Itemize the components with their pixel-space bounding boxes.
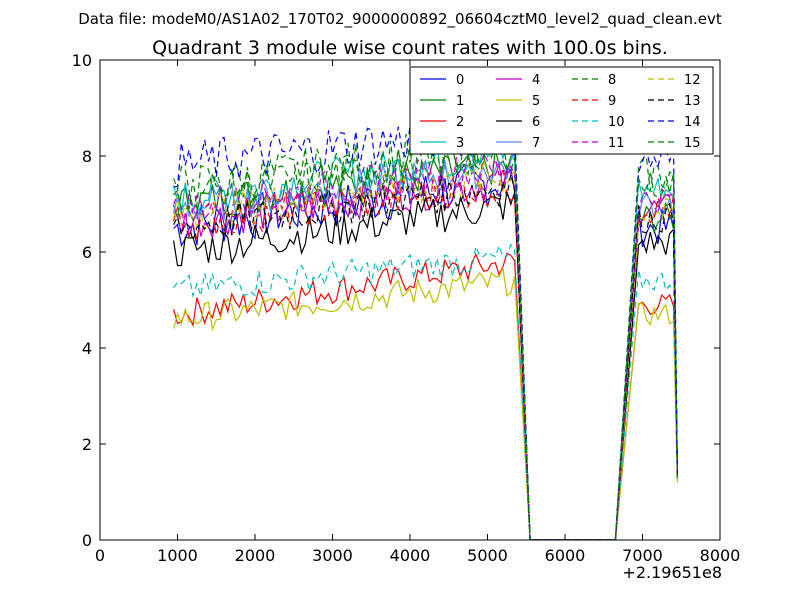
legend-label-3: 3 bbox=[456, 136, 464, 151]
legend-label-14: 14 bbox=[684, 115, 701, 130]
legend-label-12: 12 bbox=[684, 73, 701, 88]
y-tick-label: 8 bbox=[82, 147, 92, 166]
y-tick-label: 6 bbox=[82, 243, 92, 262]
x-tick-label: 3000 bbox=[312, 546, 353, 565]
legend-label-0: 0 bbox=[456, 73, 464, 88]
legend-label-2: 2 bbox=[456, 115, 464, 130]
x-tick-label: 0 bbox=[95, 546, 105, 565]
y-tick-label: 2 bbox=[82, 435, 92, 454]
x-offset-label: +2.19651e8 bbox=[622, 563, 722, 582]
y-tick-label: 4 bbox=[82, 339, 92, 358]
legend-label-6: 6 bbox=[532, 115, 540, 130]
x-tick-label: 6000 bbox=[545, 546, 586, 565]
legend-label-9: 9 bbox=[608, 94, 616, 109]
chart-figure: Data file: modeM0/AS1A02_170T02_90000008… bbox=[0, 0, 800, 600]
chart-title: Quadrant 3 module wise count rates with … bbox=[152, 37, 668, 59]
y-tick-label: 10 bbox=[72, 51, 92, 70]
legend-label-8: 8 bbox=[608, 73, 616, 88]
x-tick-label: 4000 bbox=[390, 546, 431, 565]
legend-label-13: 13 bbox=[684, 94, 701, 109]
figure-suptitle: Data file: modeM0/AS1A02_170T02_90000008… bbox=[78, 10, 722, 29]
legend-label-1: 1 bbox=[456, 94, 464, 109]
legend-label-7: 7 bbox=[532, 136, 540, 151]
legend-label-15: 15 bbox=[684, 136, 701, 151]
y-tick-label: 0 bbox=[82, 531, 92, 550]
legend-label-10: 10 bbox=[608, 115, 625, 130]
x-tick-label: 2000 bbox=[235, 546, 276, 565]
legend-label-11: 11 bbox=[608, 136, 625, 151]
x-tick-label: 5000 bbox=[467, 546, 508, 565]
legend-label-4: 4 bbox=[532, 73, 540, 88]
legend-label-5: 5 bbox=[532, 94, 540, 109]
x-tick-label: 1000 bbox=[157, 546, 198, 565]
